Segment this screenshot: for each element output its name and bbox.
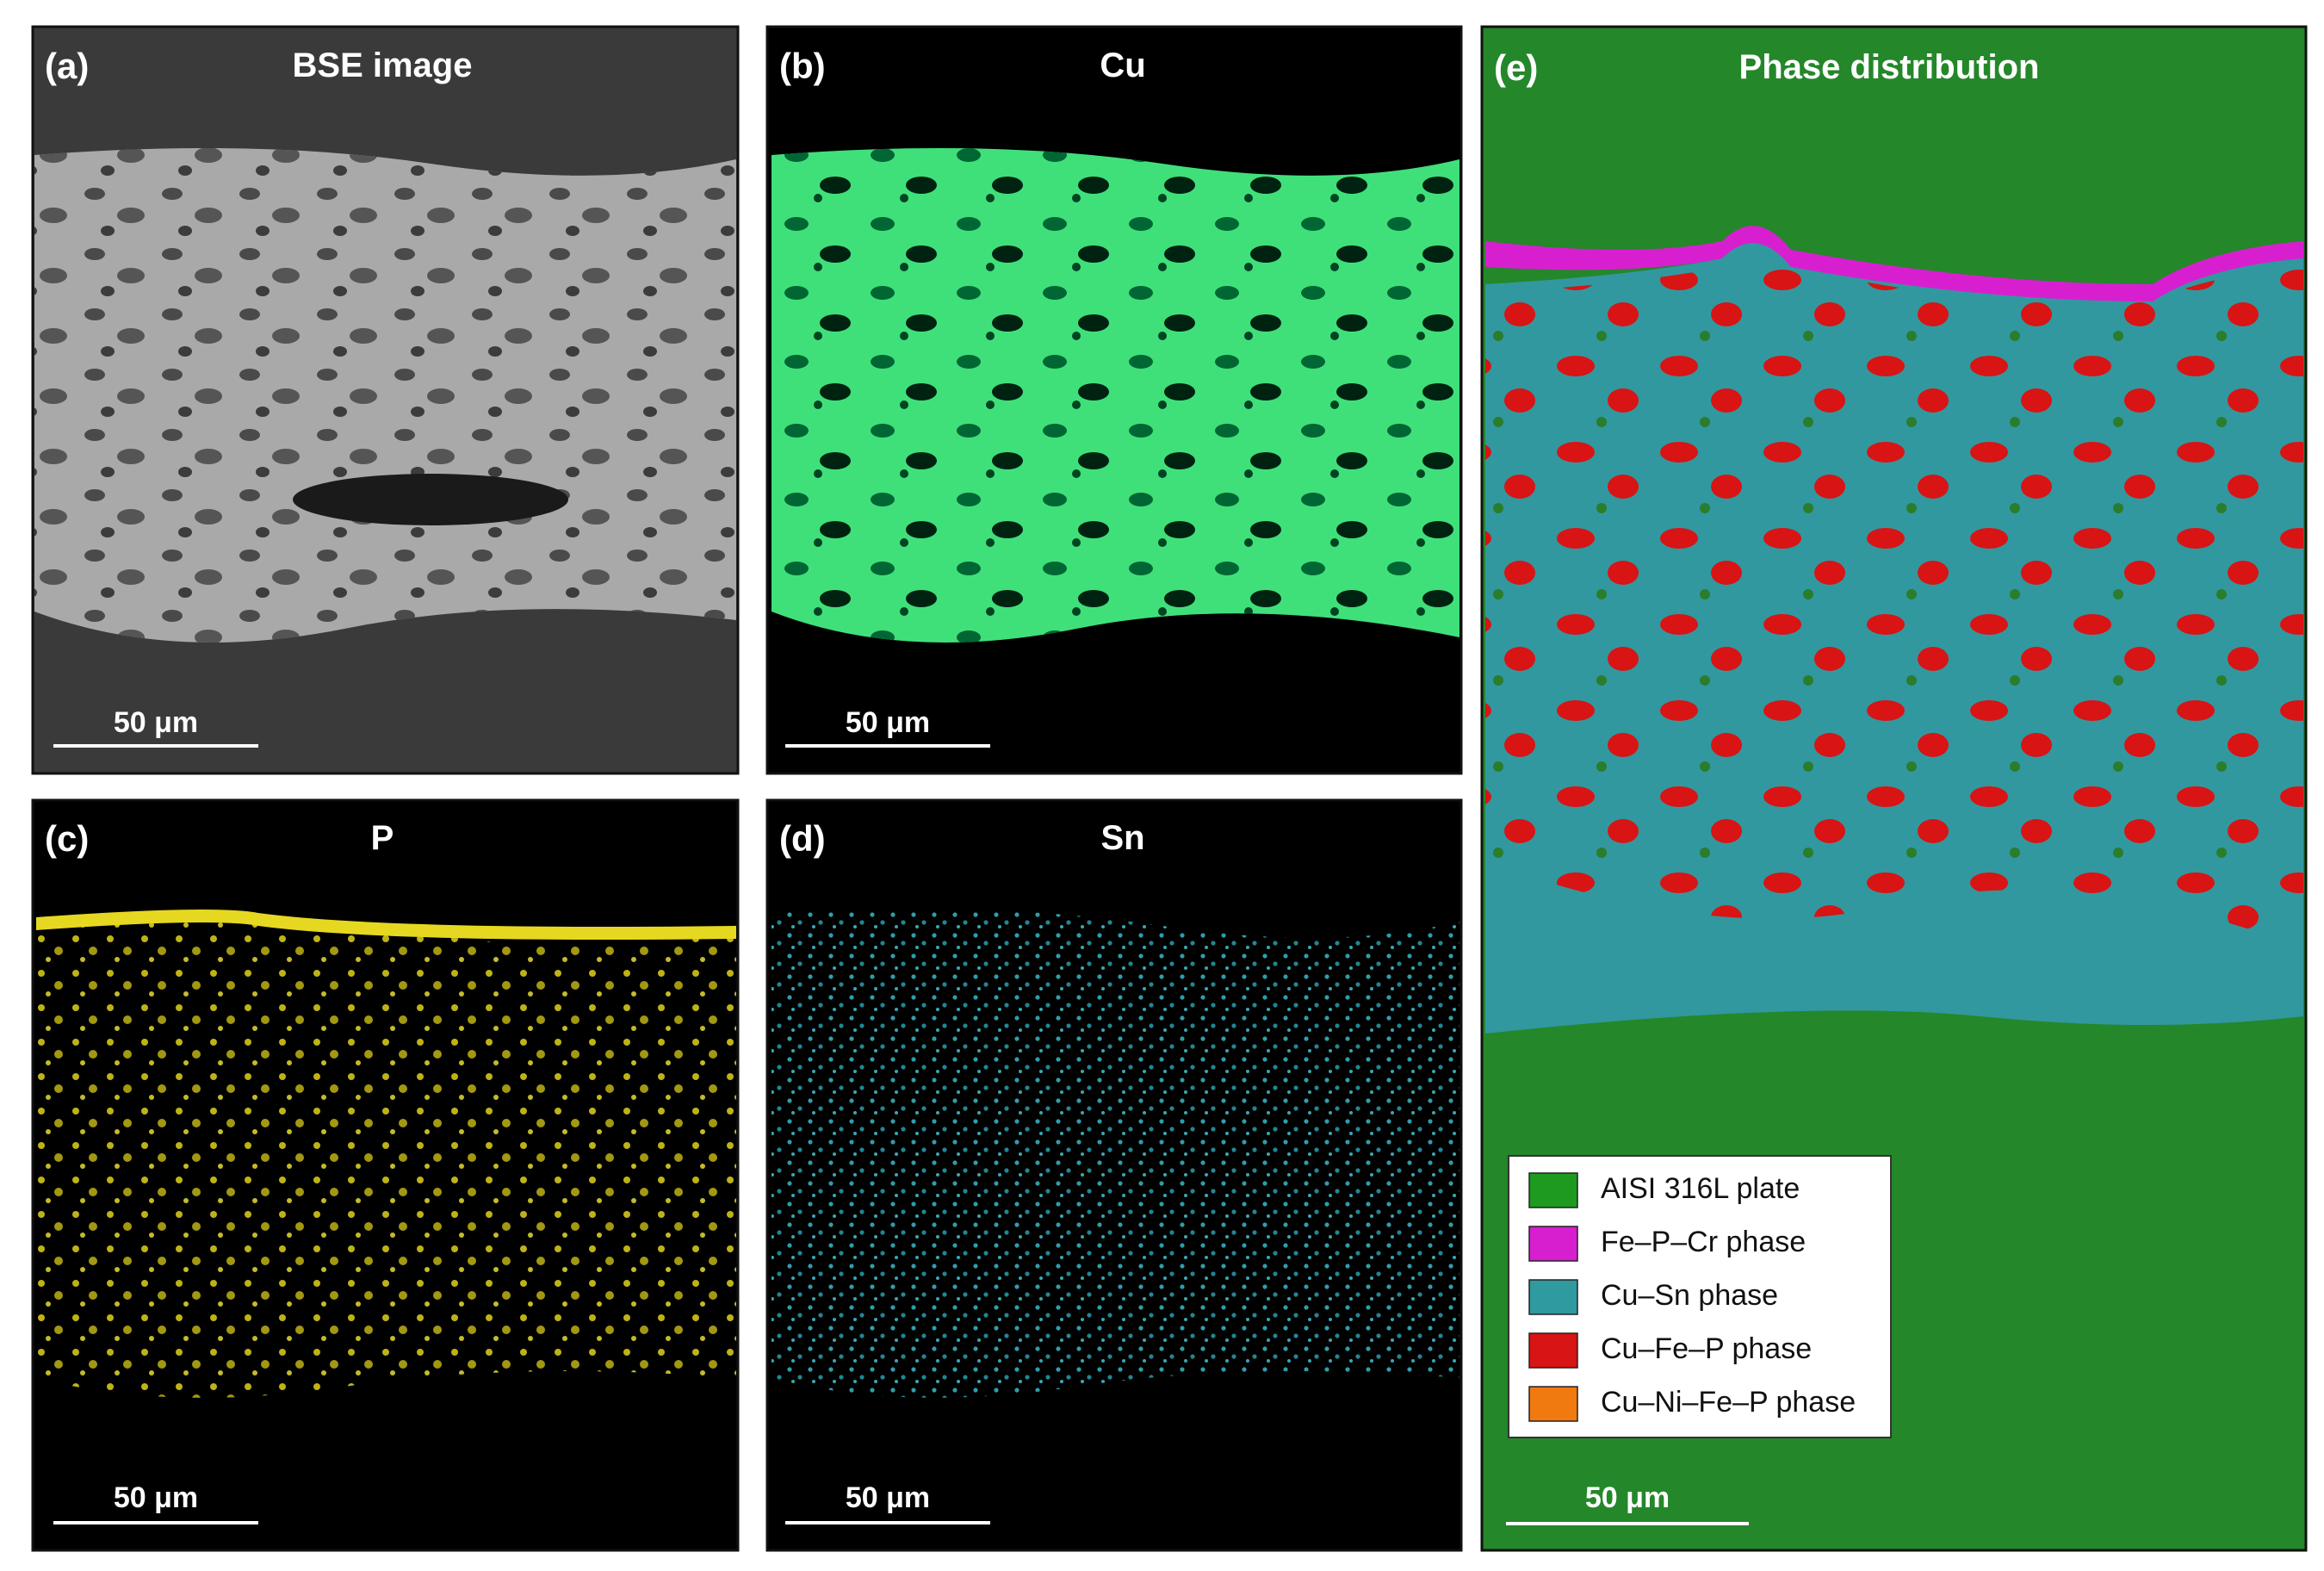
scale-bar-label: 50 μm [1585, 1481, 1670, 1514]
panel-a: (a) BSE image 50 μm [31, 25, 740, 775]
scale-bar-label: 50 μm [846, 706, 930, 739]
panel-label: (b) [779, 46, 826, 86]
panel-title: Phase distribution [1739, 48, 2040, 86]
legend-swatch [1528, 1332, 1578, 1369]
legend: AISI 316L plate Fe–P–Cr phase Cu–Sn phase C… [1528, 1172, 1856, 1422]
panel-e: (e) Phase distribution AISI 316L plate Fe… [1480, 25, 2308, 1552]
panel-title: BSE image [293, 47, 473, 84]
panel-title: P [371, 819, 394, 857]
legend-label: Cu–Fe–P phase [1601, 1332, 1812, 1365]
panel-title: Cu [1100, 47, 1145, 84]
legend-label: AISI 316L plate [1601, 1172, 1800, 1205]
legend-swatch [1528, 1386, 1578, 1422]
scale-bar-label: 50 μm [114, 1481, 198, 1514]
legend-swatch [1528, 1172, 1578, 1208]
panel-label: (e) [1494, 47, 1538, 88]
legend-swatch [1528, 1226, 1578, 1262]
panel-b: (b) Cu 50 μm [765, 25, 1463, 775]
panel-label: (a) [45, 46, 89, 86]
scale-bar-label: 50 μm [114, 706, 198, 739]
panel-label: (d) [779, 818, 826, 859]
legend-swatch [1528, 1279, 1578, 1315]
legend-label: Cu–Ni–Fe–P phase [1601, 1386, 1856, 1419]
panel-d: (d) Sn 50 μm [765, 798, 1463, 1552]
scale-bar-label: 50 μm [846, 1481, 930, 1514]
legend-label: Fe–P–Cr phase [1601, 1226, 1806, 1258]
panel-c: (c) P 50 μm [31, 798, 740, 1552]
legend-label: Cu–Sn phase [1601, 1279, 1778, 1312]
panel-label: (c) [45, 818, 89, 859]
panel-title: Sn [1100, 819, 1144, 857]
